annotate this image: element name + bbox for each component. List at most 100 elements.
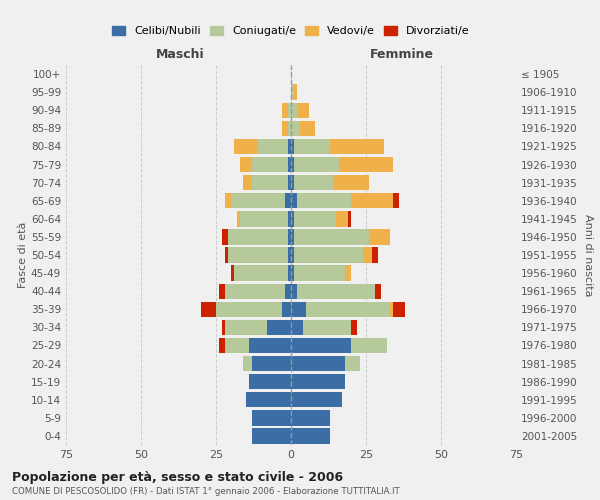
Bar [351,193,393,208]
Bar [285,284,291,299]
Bar [219,284,225,299]
Bar [288,138,291,154]
Bar [240,211,288,226]
Bar [345,356,360,372]
Bar [372,248,378,262]
Bar [291,175,294,190]
Bar [225,320,267,335]
Text: Femmine: Femmine [370,48,434,62]
Bar [288,266,291,281]
Bar [363,248,372,262]
Bar [234,138,258,154]
Bar [288,102,291,118]
Text: Popolazione per età, sesso e stato civile - 2006: Popolazione per età, sesso e stato civil… [12,471,343,484]
Bar [249,374,291,390]
Bar [291,84,294,100]
Bar [291,320,303,335]
Bar [231,266,234,281]
Bar [252,356,291,372]
Bar [252,157,288,172]
Bar [282,102,288,118]
Bar [297,102,309,118]
Bar [228,229,288,244]
Bar [300,120,315,136]
Bar [288,211,291,226]
Bar [228,248,288,262]
Y-axis label: Fasce di età: Fasce di età [18,222,28,288]
Bar [294,211,336,226]
Bar [252,410,291,426]
Bar [330,138,384,154]
Bar [291,392,342,407]
Bar [288,120,291,136]
Bar [294,229,369,244]
Bar [288,248,291,262]
Bar [243,175,252,190]
Text: COMUNE DI PESCOSOLIDO (FR) - Dati ISTAT 1° gennaio 2006 - Elaborazione TUTTITALI: COMUNE DI PESCOSOLIDO (FR) - Dati ISTAT … [12,487,400,496]
Bar [339,157,393,172]
Bar [222,320,225,335]
Bar [348,211,351,226]
Bar [291,338,351,353]
Bar [282,120,288,136]
Bar [258,138,288,154]
Bar [291,229,294,244]
Bar [216,302,282,317]
Bar [294,175,333,190]
Bar [282,302,291,317]
Bar [291,157,294,172]
Bar [225,248,228,262]
Bar [294,138,330,154]
Bar [333,175,369,190]
Bar [291,374,345,390]
Bar [222,229,228,244]
Bar [294,84,297,100]
Bar [291,120,300,136]
Bar [252,428,291,444]
Bar [288,175,291,190]
Bar [291,102,297,118]
Bar [294,157,339,172]
Bar [297,193,351,208]
Text: Maschi: Maschi [155,48,205,62]
Bar [291,266,294,281]
Bar [306,302,390,317]
Bar [237,211,240,226]
Bar [219,338,225,353]
Bar [234,266,288,281]
Bar [351,320,357,335]
Bar [243,356,252,372]
Bar [291,284,297,299]
Bar [285,193,291,208]
Bar [225,284,285,299]
Bar [201,302,216,317]
Bar [288,157,291,172]
Bar [369,229,390,244]
Bar [303,320,351,335]
Bar [252,175,288,190]
Bar [291,193,297,208]
Bar [231,193,285,208]
Bar [291,302,306,317]
Bar [294,248,363,262]
Bar [345,266,351,281]
Bar [288,229,291,244]
Bar [291,410,330,426]
Bar [225,193,231,208]
Bar [291,428,330,444]
Bar [375,284,381,299]
Bar [225,338,249,353]
Bar [291,138,294,154]
Bar [291,211,294,226]
Bar [291,248,294,262]
Bar [297,284,375,299]
Bar [294,266,345,281]
Legend: Celibi/Nubili, Coniugati/e, Vedovi/e, Divorziati/e: Celibi/Nubili, Coniugati/e, Vedovi/e, Di… [108,21,474,40]
Bar [249,338,291,353]
Bar [267,320,291,335]
Bar [336,211,348,226]
Bar [393,193,399,208]
Bar [351,338,387,353]
Bar [393,302,405,317]
Bar [240,157,252,172]
